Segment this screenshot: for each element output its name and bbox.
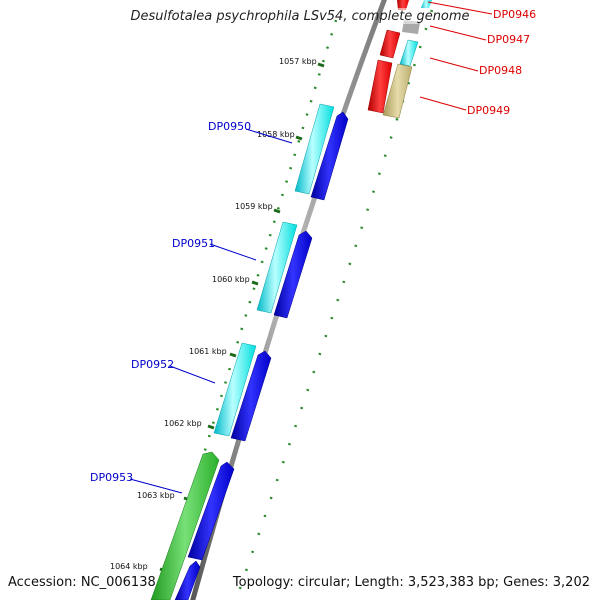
gene-dp0951[interactable] bbox=[256, 221, 313, 319]
tick-label-1059: 1059 kbp bbox=[235, 202, 273, 211]
gene-label-dp0948[interactable]: DP0948 bbox=[479, 64, 522, 77]
gene-label-dp0953[interactable]: DP0953 bbox=[90, 471, 133, 484]
gene-labels-right: DP0946 DP0947 DP0948 DP0949 bbox=[467, 8, 536, 117]
tick-label-1063: 1063 kbp bbox=[137, 491, 175, 500]
white-highlight bbox=[396, 8, 418, 24]
gene-dp0954-reverse-partial bbox=[174, 560, 201, 600]
tick-label-1057: 1057 kbp bbox=[279, 57, 317, 66]
tick-labels: 1057 kbp 1058 kbp 1059 kbp 1060 kbp 1061… bbox=[110, 57, 317, 571]
tick-label-1058: 1058 kbp bbox=[257, 130, 295, 139]
gene-label-dp0951[interactable]: DP0951 bbox=[172, 237, 215, 250]
genome-stats-text: Topology: circular; Length: 3,523,383 bp… bbox=[232, 575, 590, 590]
gene-dp0951-reverse bbox=[273, 230, 313, 319]
gene-dp0946-cyan-partial bbox=[421, 0, 432, 8]
tick-label-1062: 1062 kbp bbox=[164, 419, 202, 428]
gene-dp0947 bbox=[379, 29, 401, 59]
map-title: Desulfotalea psychrophila LSv54, complet… bbox=[130, 9, 470, 24]
tick-label-1064: 1064 kbp bbox=[110, 562, 148, 571]
gene-dp0949 bbox=[382, 63, 413, 119]
gene-dp0953-reverse bbox=[187, 461, 235, 561]
tick-label-1061: 1061 kbp bbox=[189, 347, 227, 356]
gene-label-dp0952[interactable]: DP0952 bbox=[131, 358, 174, 371]
gene-dp0953[interactable] bbox=[150, 451, 235, 600]
gene-dp0950-reverse bbox=[310, 111, 349, 201]
label-leaders bbox=[129, 1, 493, 494]
gene-dp0946-partial bbox=[397, 0, 409, 10]
tick-label-1060: 1060 kbp bbox=[212, 275, 250, 284]
gene-dp0950-forward bbox=[294, 103, 335, 195]
gene-dp0952-forward bbox=[213, 342, 257, 437]
gene-dp0952-reverse bbox=[230, 350, 272, 442]
gene-dp0948 bbox=[367, 59, 393, 114]
gene-label-dp0946[interactable]: DP0946 bbox=[493, 8, 536, 21]
accession-text: Accession: NC_006138 bbox=[8, 575, 156, 590]
genes-top-right[interactable] bbox=[367, 0, 432, 119]
gene-label-dp0949[interactable]: DP0949 bbox=[467, 104, 510, 117]
gene-dp0953-forward bbox=[150, 451, 220, 600]
gene-dp0951-forward bbox=[256, 221, 298, 314]
gene-label-dp0950[interactable]: DP0950 bbox=[208, 120, 251, 133]
gene-dp0948-cyan bbox=[399, 39, 419, 67]
gene-dp0950[interactable] bbox=[294, 103, 349, 201]
gene-labels-left: DP0950 DP0951 DP0952 DP0953 bbox=[90, 120, 251, 484]
gene-label-dp0947[interactable]: DP0947 bbox=[487, 33, 530, 46]
inner-dotted-track bbox=[234, 9, 434, 600]
major-ticks bbox=[159, 62, 325, 573]
gene-dp0952[interactable] bbox=[213, 342, 272, 442]
